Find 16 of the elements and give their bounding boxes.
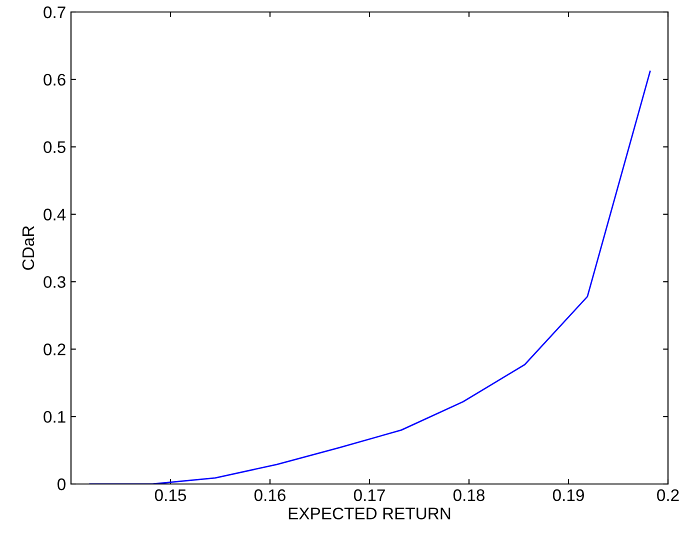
- y-tick-label: 0.2: [44, 344, 66, 356]
- x-tick-label: 0.2: [657, 489, 679, 502]
- y-tick-label: 0: [58, 478, 66, 490]
- y-tick-label: 0.1: [44, 410, 66, 423]
- y-axis-title: CDaR: [22, 226, 34, 270]
- x-tick-label: 0.18: [453, 489, 484, 502]
- x-tick-label: 0.16: [254, 489, 286, 502]
- y-tick-label: 0.5: [44, 141, 66, 154]
- y-tick-label: 0.7: [44, 6, 66, 18]
- x-tick-label: 0.17: [354, 489, 385, 502]
- y-tick-label: 0.6: [44, 74, 66, 86]
- x-tick-label: 0.19: [552, 489, 584, 502]
- x-tick-label: 0.15: [154, 489, 186, 502]
- x-axis-title: EXPECTED RETURN: [288, 508, 450, 520]
- y-tick-label: 0.3: [44, 276, 66, 288]
- y-tick-label: 0.4: [44, 208, 66, 220]
